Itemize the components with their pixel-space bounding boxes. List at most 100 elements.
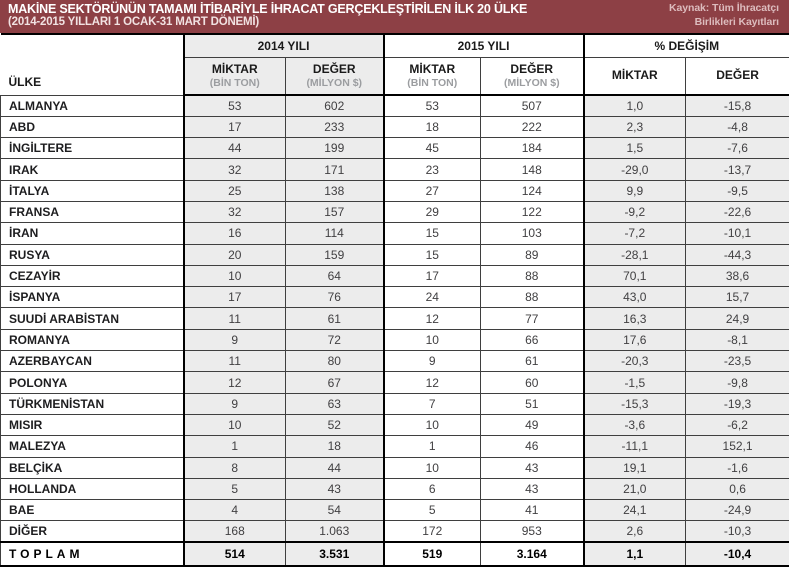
value-cell: -23,5 bbox=[685, 350, 789, 373]
country-cell: RUSYA bbox=[0, 243, 184, 266]
total-value-cell: 3.164 bbox=[480, 541, 585, 567]
table-row: RUSYA 20 159 15 89 -28,1 -44,3 bbox=[0, 243, 789, 266]
table-row: HOLLANDA 5 43 6 43 21,0 0,6 bbox=[0, 477, 789, 501]
value-cell: 54 bbox=[284, 499, 385, 522]
value-cell: 222 bbox=[480, 115, 585, 139]
col-header-unit: (MİLYON $) bbox=[306, 76, 363, 89]
value-cell: -9,8 bbox=[685, 371, 789, 394]
value-cell: 16,3 bbox=[582, 307, 687, 330]
table-row: İSPANYA 17 76 24 88 43,0 15,7 bbox=[0, 286, 789, 309]
page-title: MAKİNE SEKTÖRÜNÜN TAMAMI İTİBARİYLE İHRA… bbox=[8, 1, 528, 16]
value-cell: 43 bbox=[480, 477, 585, 501]
value-cell: 61 bbox=[284, 307, 385, 330]
table-row: İTALYA 25 138 27 124 9,9 -9,5 bbox=[0, 179, 789, 202]
country-cell: MALEZYA bbox=[0, 435, 184, 458]
col-header-label: DEĞER bbox=[312, 61, 356, 76]
value-cell: -13,7 bbox=[685, 158, 789, 181]
value-cell: -4,8 bbox=[685, 115, 789, 139]
value-cell: -15,8 bbox=[685, 94, 789, 117]
value-cell: 8 bbox=[182, 456, 286, 479]
col-header-label: MİKTAR bbox=[611, 68, 658, 83]
total-value-cell: 519 bbox=[382, 541, 482, 567]
col-header-label: DEĞER bbox=[510, 61, 554, 76]
table-row: TÜRKMENİSTAN 9 63 7 51 -15,3 -19,3 bbox=[0, 392, 789, 415]
country-cell: BAE bbox=[0, 499, 184, 522]
value-cell: 10 bbox=[382, 413, 482, 437]
total-row: TOPLAM 514 3.531 519 3.164 1,1 -10,4 bbox=[0, 541, 789, 567]
value-cell: 5 bbox=[182, 477, 286, 501]
value-cell: -20,3 bbox=[582, 350, 687, 373]
value-cell: -29,0 bbox=[582, 158, 687, 181]
col-header-label: DEĞER bbox=[716, 68, 759, 83]
group-header-2014: 2014 YILI bbox=[182, 33, 385, 58]
country-cell: ABD bbox=[0, 115, 184, 139]
value-cell: 41 bbox=[480, 499, 585, 522]
value-cell: 602 bbox=[284, 94, 385, 117]
value-cell: 53 bbox=[182, 94, 286, 117]
country-cell: POLONYA bbox=[0, 371, 184, 394]
value-cell: 77 bbox=[480, 307, 585, 330]
col-header-label: MİKTAR bbox=[409, 61, 456, 76]
col-header-country: ÜLKE bbox=[0, 33, 184, 96]
value-cell: 24 bbox=[382, 286, 482, 309]
value-cell: -10,1 bbox=[685, 222, 789, 245]
value-cell: 63 bbox=[284, 392, 385, 415]
value-cell: 9 bbox=[182, 328, 286, 352]
col-header-label: MİKTAR bbox=[211, 61, 258, 76]
value-cell: 0,6 bbox=[685, 477, 789, 501]
table-row: SUUDİ ARABİSTAN 11 61 12 77 16,3 24,9 bbox=[0, 307, 789, 330]
value-cell: -1,6 bbox=[685, 456, 789, 479]
value-cell: -7,2 bbox=[582, 222, 687, 245]
value-cell: -28,1 bbox=[582, 243, 687, 266]
value-cell: 157 bbox=[284, 200, 385, 224]
value-cell: 148 bbox=[480, 158, 585, 181]
table-row: DİĞER 168 1.063 172 953 2,6 -10,3 bbox=[0, 520, 789, 543]
value-cell: 4 bbox=[182, 499, 286, 522]
country-cell: AZERBAYCAN bbox=[0, 350, 184, 373]
table-row: BAE 4 54 5 41 24,1 -24,9 bbox=[0, 499, 789, 522]
value-cell: 11 bbox=[182, 350, 286, 373]
total-value-cell: 1,1 bbox=[582, 541, 687, 567]
value-cell: 953 bbox=[480, 520, 585, 543]
value-cell: -44,3 bbox=[685, 243, 789, 266]
table-row: BELÇİKA 8 44 10 43 19,1 -1,6 bbox=[0, 456, 789, 479]
table-row: AZERBAYCAN 11 80 9 61 -20,3 -23,5 bbox=[0, 350, 789, 373]
value-cell: 114 bbox=[284, 222, 385, 245]
value-cell: -8,1 bbox=[685, 328, 789, 352]
value-cell: 507 bbox=[480, 94, 585, 117]
value-cell: -22,6 bbox=[685, 200, 789, 224]
table-row: POLONYA 12 67 12 60 -1,5 -9,8 bbox=[0, 371, 789, 394]
value-cell: 23 bbox=[382, 158, 482, 181]
value-cell: 6 bbox=[382, 477, 482, 501]
value-cell: 103 bbox=[480, 222, 585, 245]
value-cell: 9 bbox=[382, 350, 482, 373]
value-cell: 38,6 bbox=[685, 264, 789, 288]
value-cell: 44 bbox=[182, 137, 286, 160]
table-row: MALEZYA 1 18 1 46 -11,1 152,1 bbox=[0, 435, 789, 458]
col-header-unit: (MİLYON $) bbox=[503, 76, 560, 89]
value-cell: 66 bbox=[480, 328, 585, 352]
value-cell: -9,5 bbox=[685, 179, 789, 202]
value-cell: 184 bbox=[480, 137, 585, 160]
table-row: İNGİLTERE 44 199 45 184 1,5 -7,6 bbox=[0, 137, 789, 160]
source-note: Kaynak: Tüm İhracatçı Birlikleri Kayıtla… bbox=[669, 2, 779, 28]
total-value-cell: -10,4 bbox=[685, 541, 789, 567]
value-cell: 45 bbox=[382, 137, 482, 160]
country-cell: İRAN bbox=[0, 222, 184, 245]
col-header-change-miktar: MİKTAR bbox=[582, 56, 687, 96]
value-cell: 76 bbox=[284, 286, 385, 309]
value-cell: -15,3 bbox=[582, 392, 687, 415]
value-cell: 72 bbox=[284, 328, 385, 352]
value-cell: 43 bbox=[284, 477, 385, 501]
value-cell: 17 bbox=[382, 264, 482, 288]
value-cell: 24,9 bbox=[685, 307, 789, 330]
value-cell: 18 bbox=[382, 115, 482, 139]
value-cell: 233 bbox=[284, 115, 385, 139]
export-table: ÜLKE 2014 YILI 2015 YILI % DEĞİŞİM MİKTA… bbox=[0, 33, 789, 567]
value-cell: 27 bbox=[382, 179, 482, 202]
table-row: ABD 17 233 18 222 2,3 -4,8 bbox=[0, 115, 789, 139]
value-cell: -7,6 bbox=[685, 137, 789, 160]
col-header-unit: (BİN TON) bbox=[209, 76, 260, 89]
value-cell: -1,5 bbox=[582, 371, 687, 394]
value-cell: 24,1 bbox=[582, 499, 687, 522]
